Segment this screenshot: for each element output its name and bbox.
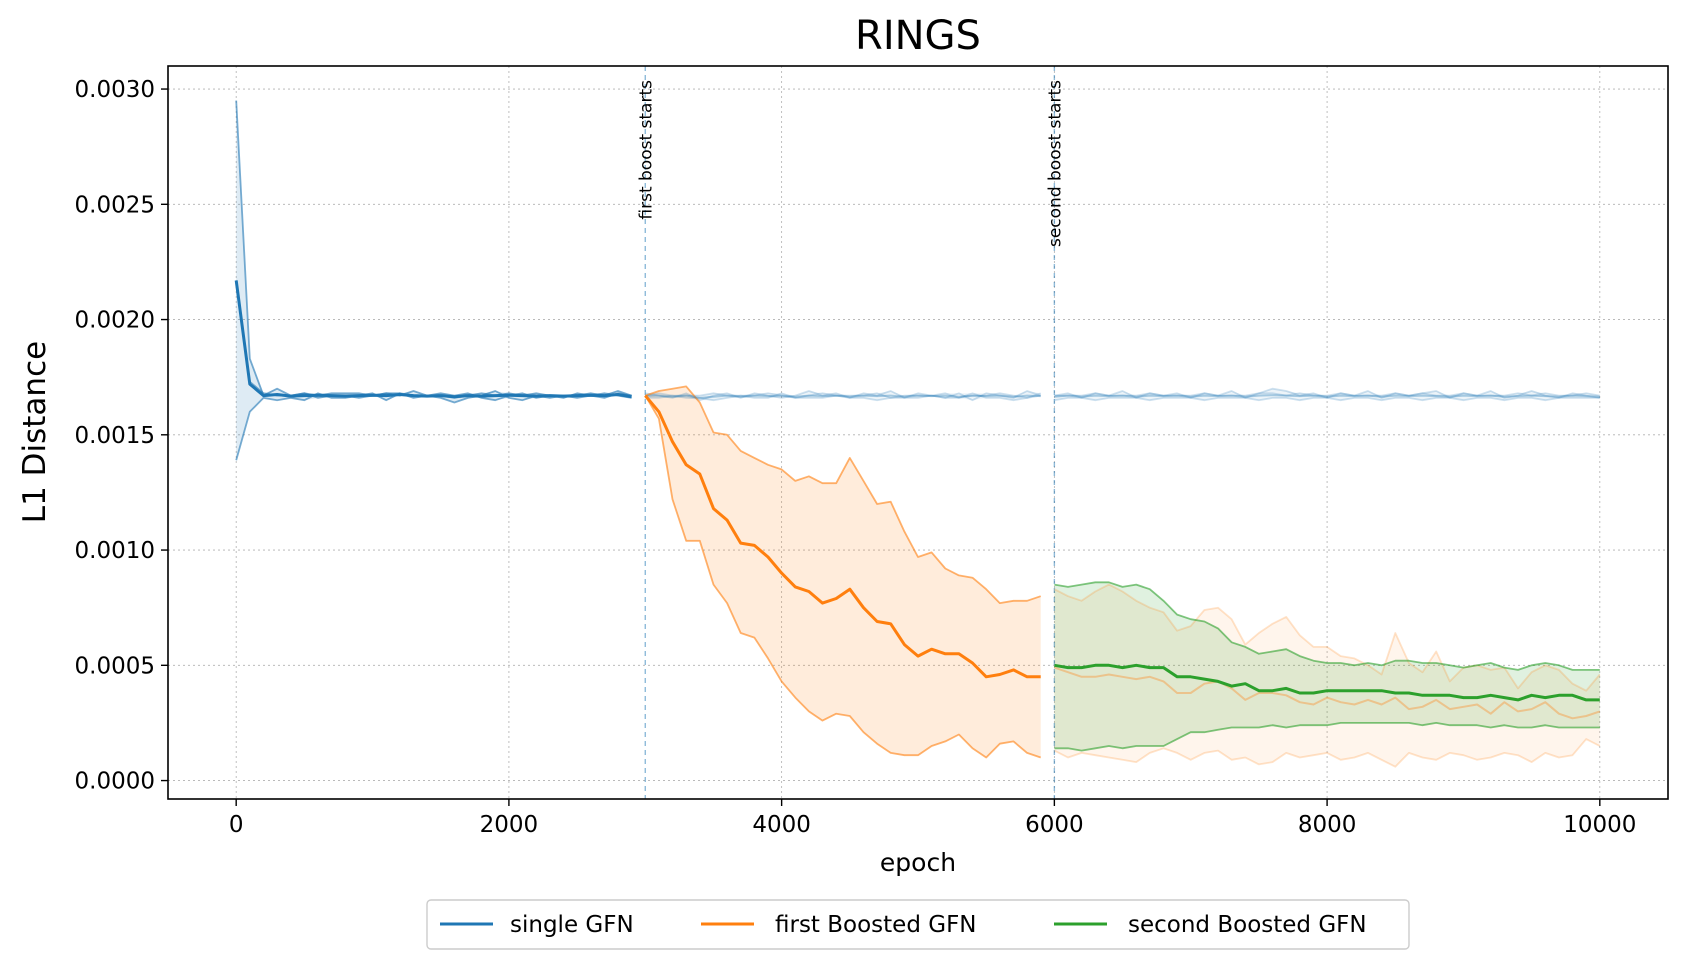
run-line-2 xyxy=(1054,581,1600,671)
run-line-0 xyxy=(1054,392,1600,397)
y-tick-label: 0.0030 xyxy=(75,77,155,103)
y-axis-label: L1 Distance xyxy=(17,341,53,523)
legend-label-second: second Boosted GFN xyxy=(1128,912,1367,938)
legend-box xyxy=(426,899,1410,950)
run-line-0 xyxy=(1054,396,1600,402)
mean-lines xyxy=(234,280,1601,720)
y-tick-label: 0.0000 xyxy=(75,769,155,795)
x-tick-label: 0 xyxy=(229,812,244,838)
legend-label-first: first Boosted GFN xyxy=(775,912,977,938)
run-line-2 xyxy=(1054,722,1600,752)
x-tick-label: 2000 xyxy=(480,812,539,838)
mean-line-0 xyxy=(234,280,632,399)
grid xyxy=(168,66,1668,799)
run-line-1 xyxy=(644,395,1041,759)
y-tick-label: 0.0020 xyxy=(75,308,155,334)
chart-title: RINGS xyxy=(855,13,981,59)
band-0 xyxy=(645,391,1041,401)
mean-line-1 xyxy=(644,394,1041,679)
run-line-1 xyxy=(1053,583,1601,692)
mean-line-1 xyxy=(1054,666,1601,720)
run-line-0 xyxy=(1054,387,1600,399)
y-tick-label: 0.0025 xyxy=(75,192,155,218)
run-line-0 xyxy=(645,390,1041,402)
y-axis-ticks: 0.0000 0.0005 0.0010 0.0015 0.0020 0.0025 0.00… xyxy=(75,77,168,795)
band-1 xyxy=(645,386,1041,758)
y-tick-label: 0.0005 xyxy=(75,653,155,679)
band-1 xyxy=(1054,584,1600,767)
annotations: first boost starts second boost starts xyxy=(636,80,1065,247)
confidence-bands xyxy=(236,100,1600,767)
legend-label-single: single GFN xyxy=(510,912,634,938)
boost-annotation: first boost starts xyxy=(636,80,656,220)
y-tick-label: 0.0010 xyxy=(75,538,155,564)
x-axis-label: epoch xyxy=(880,848,956,877)
band-2 xyxy=(1054,582,1600,751)
mean-line-2 xyxy=(1054,663,1600,702)
run-line-1 xyxy=(645,385,1041,604)
band-0 xyxy=(236,100,632,461)
plot-frame xyxy=(167,65,1669,800)
band-0 xyxy=(1054,388,1600,401)
legend: single GFN first Boosted GFN second Boos… xyxy=(426,899,1410,950)
run-line-0 xyxy=(645,392,1041,399)
run-line-0 xyxy=(235,280,632,399)
x-tick-label: 4000 xyxy=(752,812,811,838)
y-tick-label: 0.0015 xyxy=(75,423,155,449)
run-line-0 xyxy=(235,100,632,404)
x-tick-label: 6000 xyxy=(1025,812,1084,838)
x-tick-label: 8000 xyxy=(1298,812,1357,838)
mean-line-0 xyxy=(1054,394,1600,398)
x-axis-ticks: 0 2000 4000 6000 8000 10000 xyxy=(229,799,1636,838)
boost-annotation: second boost starts xyxy=(1045,80,1065,247)
mean-line-0 xyxy=(645,394,1041,399)
run-line-1 xyxy=(1053,738,1601,768)
run-line-0 xyxy=(235,392,632,461)
x-tick-label: 10000 xyxy=(1563,812,1636,838)
run-line-0 xyxy=(645,392,1041,402)
